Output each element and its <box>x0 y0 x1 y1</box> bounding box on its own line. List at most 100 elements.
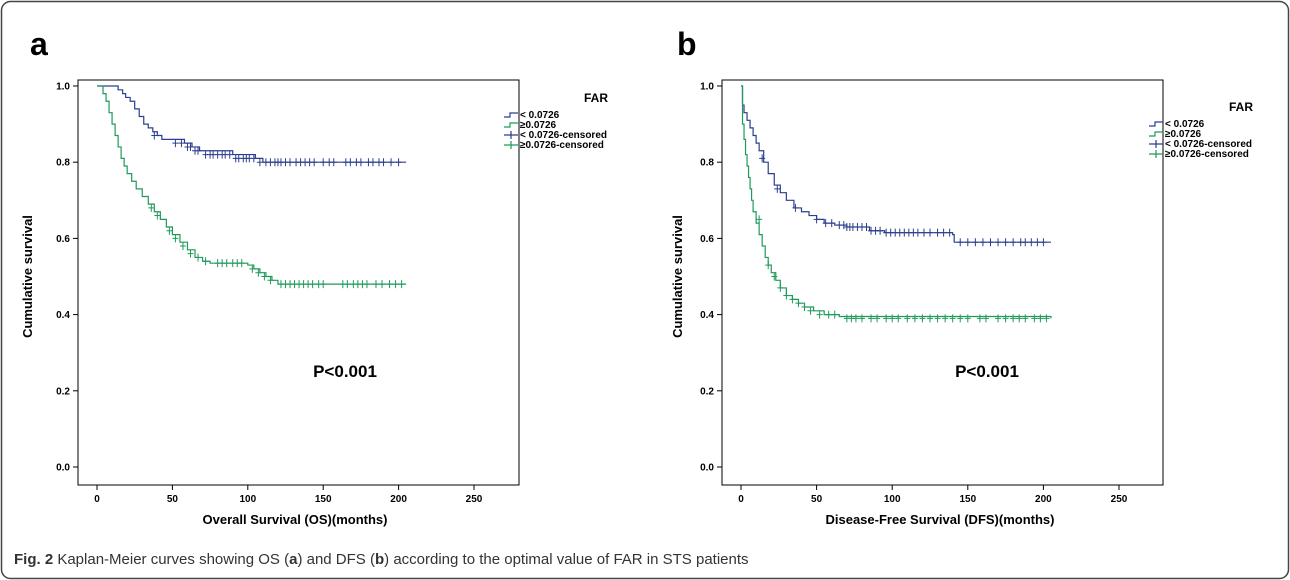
censor-mark <box>388 158 395 167</box>
y-tick-label: 0.8 <box>56 158 70 169</box>
y-tick-label: 0.6 <box>700 234 714 245</box>
censor-mark <box>987 238 994 247</box>
y-axis-label: Cumulative survival <box>670 215 685 338</box>
y-tick-label: 1.0 <box>700 82 714 93</box>
censor-mark <box>868 314 875 323</box>
caption-bold-a: a <box>289 551 298 568</box>
x-tick-label: 200 <box>390 494 407 505</box>
censor-mark <box>1028 238 1035 247</box>
y-axis-label: Cumulative survival <box>20 215 35 338</box>
censor-mark <box>1040 238 1047 247</box>
censor-mark <box>151 131 158 140</box>
caption-text-2: ) and DFS ( <box>297 551 375 568</box>
y-tick-label: 0.0 <box>700 463 714 474</box>
censor-mark <box>863 222 870 231</box>
y-tick-label: 0.4 <box>700 310 714 321</box>
survival-curve-low <box>741 85 1051 243</box>
x-tick-label: 150 <box>959 494 976 505</box>
censor-mark <box>154 211 161 220</box>
x-axis-label: Disease-Free Survival (DFS)(months) <box>825 512 1054 527</box>
censor-mark <box>976 314 983 323</box>
censor-mark <box>756 215 763 224</box>
survival-curve-high <box>97 85 407 285</box>
survival-curve-high <box>741 85 1052 319</box>
legend-item-label: < 0.0726-censored <box>1165 139 1252 150</box>
censor-mark <box>895 314 902 323</box>
censor-mark <box>357 158 364 167</box>
censor-mark <box>1002 238 1009 247</box>
censor-mark <box>261 272 268 281</box>
censor-mark <box>347 158 354 167</box>
legend-item-label: < 0.0726-censored <box>520 130 607 141</box>
censor-mark <box>1034 238 1041 247</box>
censor-mark <box>957 238 964 247</box>
censor-mark <box>1010 314 1017 323</box>
censor-mark <box>914 228 921 237</box>
p-value-annotation: P<0.001 <box>955 362 1019 381</box>
plot-frame-b <box>721 79 1164 486</box>
censor-mark <box>949 314 956 323</box>
censor-mark <box>187 249 194 258</box>
legend-item-label: ≥0.0726 <box>520 120 557 131</box>
censor-mark <box>889 314 896 323</box>
x-tick-label: 250 <box>1111 494 1128 505</box>
x-tick-label: 50 <box>167 494 179 505</box>
censor-mark <box>883 314 890 323</box>
censor-mark <box>255 268 262 277</box>
censor-mark <box>828 219 835 228</box>
censor-mark <box>816 310 823 319</box>
censor-mark <box>148 203 155 212</box>
legend-item-label: < 0.0726 <box>1165 119 1205 130</box>
censor-mark <box>238 259 245 268</box>
censor-mark <box>1043 314 1050 323</box>
censor-mark <box>179 242 186 251</box>
censor-mark <box>765 261 772 270</box>
legend-item-label: ≥0.0726 <box>1165 129 1202 140</box>
censor-mark <box>813 215 820 224</box>
censor-mark <box>927 228 933 237</box>
y-tick-label: 1.0 <box>56 82 70 93</box>
censor-mark <box>946 228 953 237</box>
censor-mark <box>195 146 202 155</box>
survival-curve-low <box>97 85 407 163</box>
censor-mark <box>795 299 802 308</box>
legend-item-label: ≥0.0726-censored <box>1165 149 1249 160</box>
legend-title: FAR <box>584 91 608 105</box>
censor-mark <box>1031 314 1038 323</box>
legend-swatch-censor <box>504 131 518 139</box>
censor-mark <box>904 314 911 323</box>
censor-mark <box>256 158 263 167</box>
caption-label: Fig. 2 <box>14 551 54 568</box>
censor-mark <box>267 276 274 285</box>
x-axis-label: Overall Survival (OS)(months) <box>203 512 388 527</box>
x-tick-label: 0 <box>738 494 744 505</box>
x-tick-label: 100 <box>239 494 256 505</box>
x-tick-label: 50 <box>811 494 823 505</box>
legend-swatch-censor <box>504 141 518 149</box>
censor-mark <box>320 280 327 289</box>
legend-swatch-censor <box>1149 140 1163 148</box>
censor-mark <box>972 238 979 247</box>
censor-mark <box>771 272 778 281</box>
censor-mark <box>792 203 799 212</box>
panel-letter-a: a <box>30 26 48 62</box>
censor-mark <box>287 158 294 167</box>
censor-mark <box>911 314 918 323</box>
censor-mark <box>919 314 926 323</box>
legend-swatch-line <box>504 112 518 118</box>
figure-caption: Fig. 2 Kaplan-Meier curves showing OS (a… <box>14 551 749 568</box>
censor-mark <box>934 228 941 237</box>
chart-a: 0 50 100 150 200 250 0.0 0.2 0.4 0.6 0.8 1.0 Overall… <box>20 82 608 528</box>
censor-mark <box>392 280 399 289</box>
p-value-annotation: P<0.001 <box>313 362 377 381</box>
censor-mark <box>172 139 179 148</box>
legend: FAR < 0.0726≥0.0726< 0.0726-censored≥0.07… <box>504 91 608 151</box>
censor-mark <box>249 264 256 273</box>
censor-mark <box>789 295 796 304</box>
censor-mark <box>1037 314 1044 323</box>
y-tick-label: 0.2 <box>700 386 714 397</box>
y-tick-label: 0.2 <box>56 386 70 397</box>
censor-mark <box>330 158 337 167</box>
legend-item-label: < 0.0726 <box>520 110 560 121</box>
